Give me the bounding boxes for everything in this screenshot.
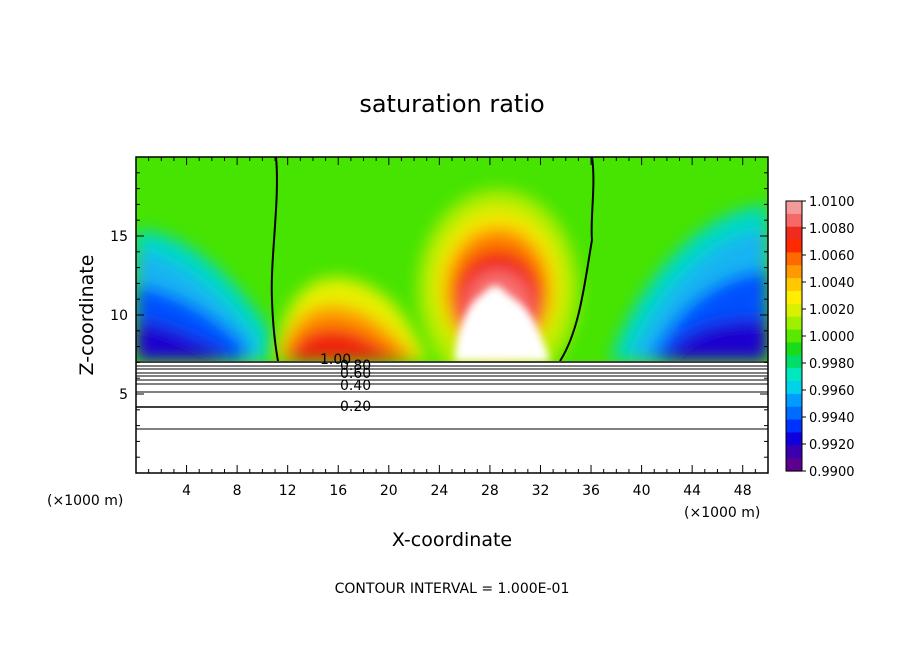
contour-label-100: 1.00 bbox=[320, 352, 351, 368]
x-unit-label-left: (×1000 m) bbox=[47, 493, 123, 509]
y-axis-ticks: 5 10 15 bbox=[110, 172, 768, 458]
plot-area: 1.00 0.80 0.60 0.40 0.20 bbox=[136, 157, 768, 473]
x-unit-label-right: (×1000 m) bbox=[684, 505, 760, 521]
y-tick-label: 5 bbox=[119, 387, 128, 403]
x-tick-label: 28 bbox=[481, 483, 499, 499]
colorbar-swatch bbox=[786, 278, 802, 292]
contour-lines bbox=[136, 361, 768, 430]
colorbar-label: 1.0080 bbox=[809, 222, 855, 237]
colorbar-label: 0.9980 bbox=[809, 357, 855, 372]
colorbar-swatch bbox=[786, 265, 802, 279]
contour-label-080: 0.80 bbox=[340, 358, 371, 374]
colorbar-label: 0.9940 bbox=[809, 411, 855, 426]
x-tick-label: 8 bbox=[233, 483, 242, 499]
colorbar-swatch bbox=[786, 329, 802, 344]
colorbar-swatch bbox=[786, 419, 802, 434]
contour-interval-note: CONTOUR INTERVAL = 1.000E-01 bbox=[335, 581, 570, 597]
colorbar-swatch bbox=[786, 303, 802, 318]
contour-label-020: 0.20 bbox=[340, 399, 371, 415]
x-axis-label: X-coordinate bbox=[392, 529, 512, 551]
colorbar-label: 0.9960 bbox=[809, 384, 855, 399]
colorbar-swatch bbox=[786, 432, 802, 446]
y-axis-label: Z-coordinate bbox=[76, 255, 98, 376]
supersaturated-left bbox=[275, 277, 430, 361]
colorbar-swatch bbox=[786, 252, 802, 266]
x-tick-label: 44 bbox=[683, 483, 701, 499]
colorbar-label: 1.0020 bbox=[809, 303, 855, 318]
x-tick-label: 48 bbox=[734, 483, 752, 499]
x-axis-ticks: 4 8 12 16 20 24 28 32 36 40 44 48 bbox=[148, 157, 756, 499]
colorbar-label: 1.0000 bbox=[809, 330, 855, 345]
colorbar: 1.0100 1.0080 1.0060 1.0040 1.0020 1.0000 0.99… bbox=[785, 195, 855, 480]
x-tick-label: 40 bbox=[633, 483, 651, 499]
x-tick-label: 36 bbox=[582, 483, 600, 499]
chart-title: saturation ratio bbox=[359, 90, 544, 118]
colorbar-swatch bbox=[786, 316, 802, 331]
y-tick-label: 10 bbox=[110, 308, 128, 324]
colorbar-label: 0.9900 bbox=[809, 465, 855, 480]
blue-region-left bbox=[136, 230, 270, 361]
colorbar-swatch bbox=[786, 213, 802, 228]
y-tick-label: 15 bbox=[110, 229, 128, 245]
contour-label-060: 0.60 bbox=[340, 366, 371, 382]
x-tick-label: 16 bbox=[329, 483, 347, 499]
colorbar-swatch bbox=[786, 458, 802, 472]
saturation-field bbox=[136, 157, 768, 361]
colorbar-swatch bbox=[786, 406, 802, 421]
colorbar-swatch bbox=[786, 355, 802, 369]
boundary-contour-right bbox=[559, 157, 595, 361]
colorbar-swatch bbox=[786, 445, 802, 459]
boundary-contour-left bbox=[270, 157, 279, 361]
right-darkblue bbox=[662, 319, 768, 361]
x-tick-label: 4 bbox=[182, 483, 191, 499]
colorbar-swatch bbox=[786, 226, 802, 241]
left-darkblue bbox=[136, 320, 225, 361]
colorbar-swatch bbox=[786, 239, 802, 254]
colorbar-swatch bbox=[786, 342, 802, 356]
x-tick-label: 20 bbox=[380, 483, 398, 499]
colorbar-label: 1.0100 bbox=[809, 195, 855, 210]
x-tick-label: 32 bbox=[532, 483, 550, 499]
colorbar-swatch bbox=[786, 291, 802, 305]
colorbar-swatch bbox=[786, 381, 802, 395]
contour-labels: 1.00 0.80 0.60 0.40 0.20 bbox=[320, 352, 371, 415]
blue-region-right bbox=[610, 205, 768, 361]
colorbar-swatch bbox=[786, 393, 802, 408]
colorbar-swatch bbox=[786, 201, 802, 215]
colorbar-label: 1.0060 bbox=[809, 249, 855, 264]
x-tick-label: 24 bbox=[430, 483, 448, 499]
left-red bbox=[285, 327, 408, 361]
white-core bbox=[455, 285, 550, 361]
x-tick-label: 12 bbox=[279, 483, 297, 499]
colorbar-label: 1.0040 bbox=[809, 276, 855, 291]
colorbar-label: 0.9920 bbox=[809, 438, 855, 453]
colorbar-swatch bbox=[786, 368, 802, 382]
contour-label-040: 0.40 bbox=[340, 378, 371, 394]
